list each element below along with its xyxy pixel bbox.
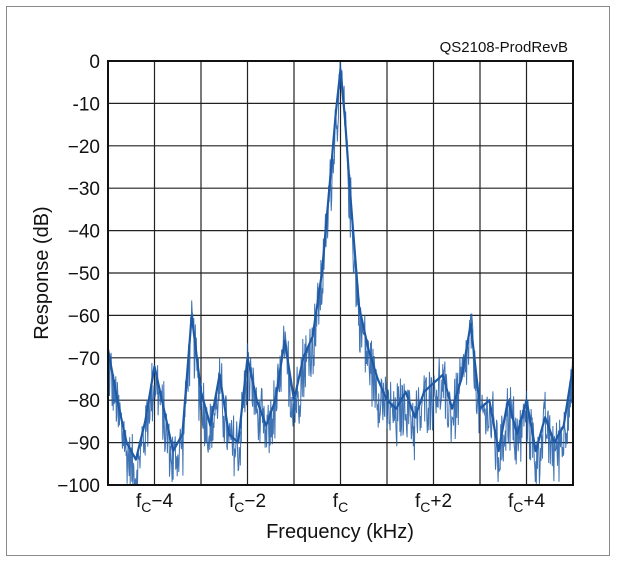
y-tick-labels: 0 -10 −20 −30 −40 −50 −60 −70 −80 −90 −100 [57, 52, 100, 497]
y-tick-label: −20 [68, 137, 100, 158]
y-axis-label: Response (dB) [31, 206, 53, 339]
y-tick-label: −80 [68, 391, 100, 412]
chart-annotation: QS2108-ProdRevB [440, 39, 568, 56]
y-tick-label: -10 [73, 94, 100, 115]
y-tick-label: −70 [68, 349, 100, 370]
y-tick-label: −90 [68, 434, 100, 455]
y-tick-label: −60 [68, 306, 100, 327]
x-tick-labels: fC−4 fC−2 fC fC+2 fC+4 [136, 491, 546, 515]
x-tick-label: fC−4 [136, 491, 174, 515]
y-tick-label: −100 [57, 476, 100, 497]
x-axis-label: Frequency (kHz) [266, 521, 414, 543]
x-tick-label: fC [333, 491, 348, 515]
x-tick-label: fC+4 [508, 491, 546, 515]
x-tick-label: fC−2 [229, 491, 266, 515]
x-tick-label: fC+2 [415, 491, 452, 515]
y-tick-label: −30 [68, 179, 100, 200]
y-tick-label: 0 [89, 52, 100, 73]
y-tick-label: −40 [68, 222, 100, 243]
chart-frame [6, 6, 610, 556]
plot-area-border [107, 60, 574, 486]
y-tick-label: −50 [68, 264, 100, 285]
